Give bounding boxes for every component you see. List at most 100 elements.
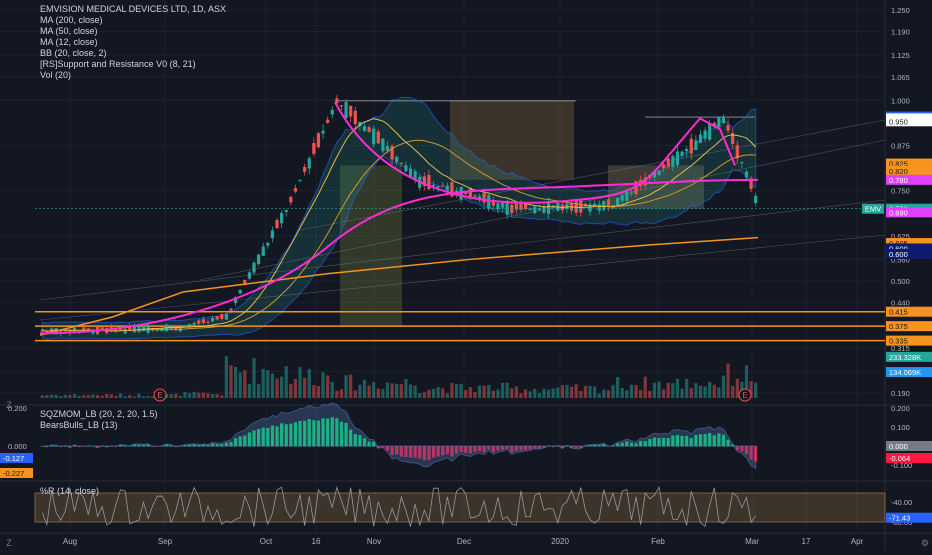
williams-indicator-name[interactable]: %R (14, close) [40,486,100,496]
candle-body [247,272,252,279]
squeeze-bar [247,432,252,447]
squeeze-bar [721,434,726,447]
volume-bar [431,388,436,398]
squeeze-bar [500,446,505,451]
squeeze-bar [602,444,606,447]
williams-label-bg [886,512,932,523]
volume-bar [523,389,528,398]
indicator-ma200[interactable]: MA (200, close) [40,15,103,25]
squeeze-bar [574,446,578,449]
indicator-ma12[interactable]: MA (12, close) [40,37,98,47]
candle-body [82,327,86,331]
squeeze-bar [266,427,270,447]
volume-bar [427,389,431,398]
candle-body [326,119,330,123]
candle-body [606,199,611,208]
price-label-bg [886,238,932,249]
squeeze-bar [454,446,459,454]
volume-bar [404,379,408,398]
squeeze-bar [312,420,316,447]
squeeze-bar [252,430,256,447]
volume-bar [178,395,182,398]
price-label: 134.069K [889,368,921,377]
zoom-icon[interactable]: Z [6,400,12,410]
volume-bar [500,382,505,398]
squeeze-bar [399,446,403,457]
candle-body [395,156,399,163]
candle-body [233,297,238,304]
sr-line [645,116,755,118]
candle-body [620,195,624,201]
volume-bar [54,394,58,398]
candle-body [689,138,693,154]
zoom-icon-bottom[interactable]: Z [6,538,12,548]
volume-bar [685,378,689,398]
volume-bar [303,377,307,398]
candle-body [666,158,670,167]
indicator-bb[interactable]: BB (20, close, 2) [40,48,107,58]
volume-bar [579,390,583,398]
squeeze-bar [487,446,491,450]
volume-bar [574,384,578,398]
candle-body [224,313,229,320]
volume-bar [602,389,606,398]
squeeze-bar [519,446,523,451]
candle-body [482,193,486,203]
squeeze-bar [289,423,293,447]
squeeze-tick: 0.200 [891,404,910,413]
squeeze-bar [210,443,215,447]
candle-body [652,171,657,178]
volume-bar [339,389,344,398]
squeeze-bar [496,446,500,451]
candle-body [86,328,90,330]
squeeze-bar [740,446,744,452]
bearsbulls-indicator-name[interactable]: BearsBulls_LB (13) [40,420,118,430]
volume-bar [243,370,247,398]
volume-bar [542,388,546,398]
price-tick-label: 0.560 [891,255,910,264]
candle-body [206,321,210,323]
indicator-vol[interactable]: Vol (20) [40,70,72,80]
price-label-bg [886,158,932,169]
candle-body [349,105,353,117]
squeeze-label: -0.127 [3,454,24,463]
squeeze-bar [726,439,730,447]
volume-bar [583,385,588,398]
candle-body [321,130,325,134]
candle-body [100,327,104,330]
squeeze-indicator-name[interactable]: SQZMOM_LB (20, 2, 20, 1.5) [40,409,158,419]
squeeze-bar [459,446,463,452]
squeeze-bar [579,446,583,449]
settings-gear-icon[interactable]: ⚙ [920,537,930,548]
price-tick-label: 1.065 [891,73,910,82]
squeeze-bar [238,436,242,447]
volume-bar [643,376,647,398]
volume-bar [316,385,321,398]
volume-bar [86,395,90,398]
candle-body [528,208,532,210]
sr-box [340,165,402,327]
trend-line [39,234,886,321]
volume-bar [588,385,592,398]
candle-body [298,180,302,182]
price-label: 0.690 [889,208,908,217]
candle-body [574,199,578,213]
volume-bar [183,392,187,398]
squeeze-bar [353,433,357,447]
squeeze-bar [537,446,541,449]
volume-bar [675,378,680,398]
volume-bar [565,384,569,398]
squeeze-bar [666,437,670,447]
price-label-bg [886,165,932,176]
indicator-ma50[interactable]: MA (50, close) [40,26,98,36]
indicator-sr[interactable]: [RS]Support and Resistance V0 (8, 21) [40,59,196,69]
volume-bar [372,382,376,398]
earnings-circle [153,388,167,402]
squeeze-bar [146,444,150,447]
volume-bar [114,395,118,398]
williams-legend: %R (14, close) [40,486,99,497]
volume-bar [146,396,150,398]
